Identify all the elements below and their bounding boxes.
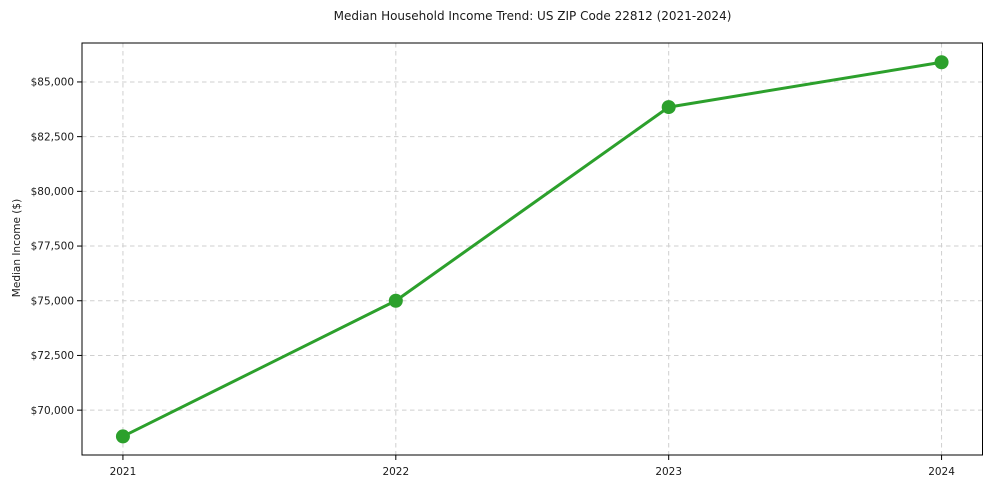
y-axis-label: Median Income ($): [11, 198, 23, 298]
y-tick-label: $80,000: [31, 186, 74, 198]
y-tick-label: $70,000: [31, 405, 74, 417]
data-point-marker: [934, 55, 949, 70]
y-tick-label: $75,000: [31, 295, 74, 307]
x-tick-label: 2022: [382, 466, 409, 478]
trend-line: [121, 60, 944, 438]
y-tick-label: $77,500: [31, 241, 74, 253]
y-tick-label: $72,500: [31, 350, 74, 362]
y-tick-label: $82,500: [31, 131, 74, 143]
data-point-marker: [388, 293, 403, 308]
plot-border: [81, 42, 983, 456]
x-tick-label: 2021: [110, 466, 137, 478]
data-point-marker: [661, 100, 676, 115]
x-tick-label: 2024: [928, 466, 955, 478]
data-point-marker: [115, 429, 130, 444]
chart-title: Median Household Income Trend: US ZIP Co…: [333, 9, 732, 23]
y-tick-label: $85,000: [31, 77, 74, 89]
x-tick-label: 2023: [655, 466, 682, 478]
